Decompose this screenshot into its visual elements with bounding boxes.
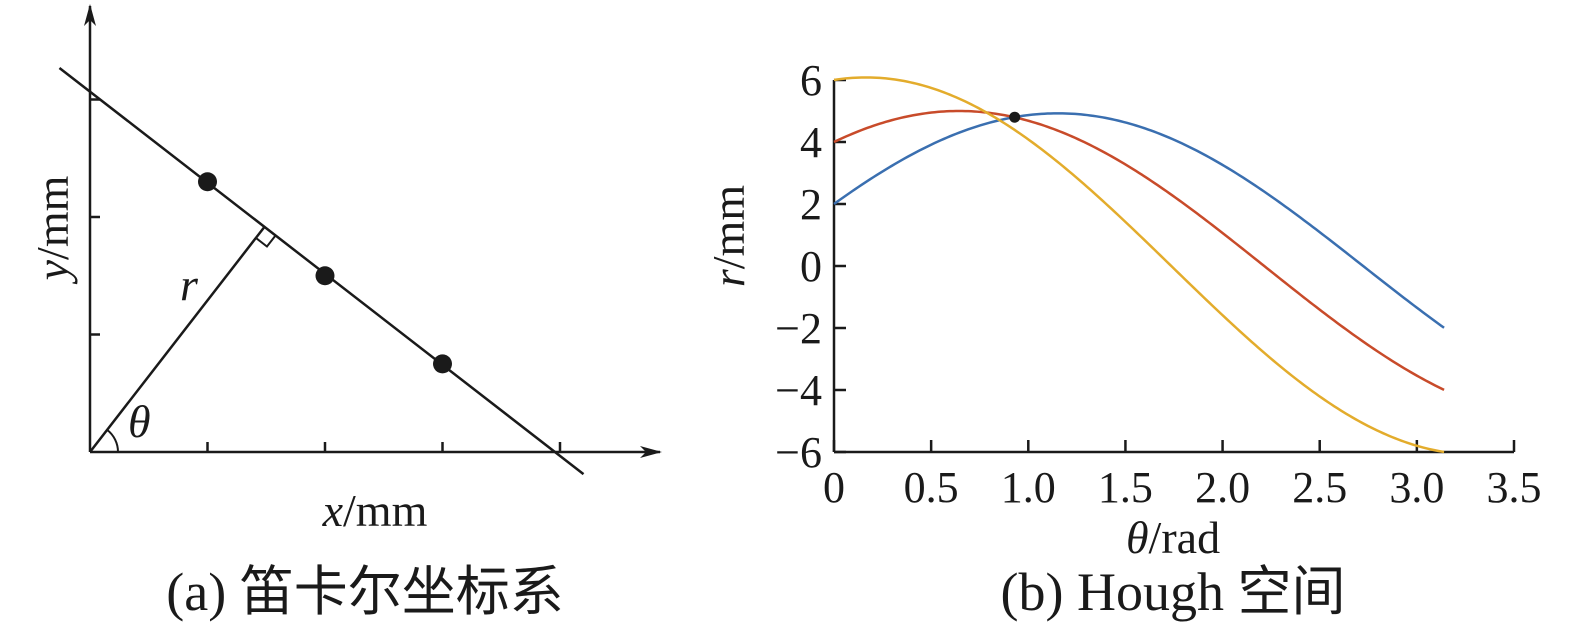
b-x-tick-label-2: 1.0 [1001,463,1056,512]
b-y-tick-label-1: −4 [775,366,822,415]
b-x-tick-label-3: 1.5 [1098,463,1153,512]
b-x-tick-label-5: 2.5 [1292,463,1347,512]
hough-xlabel: θ/rad [1126,512,1220,563]
panel-a-ylabel-var: y [27,259,78,284]
hough-ylabel-unit: /mm [703,185,754,270]
theta-angle-arc [106,429,119,453]
hough-y-ticks: −6 −4 −2 0 2 4 6 [775,56,846,477]
b-y-tick-label-4: 2 [800,180,822,229]
b-x-tick-label-6: 3.0 [1389,463,1444,512]
hough-xlabel-var: θ [1126,512,1149,563]
series-line-1 [833,109,1445,391]
hough-series [833,76,1445,454]
right-angle-marker [255,234,277,248]
theta-label: θ [128,396,151,447]
b-x-tick-label-4: 2.0 [1195,463,1250,512]
series-line-2 [833,76,1445,454]
b-y-tick-label-5: 4 [800,118,822,167]
a-point-0 [198,172,217,192]
a-point-1 [315,266,335,286]
normal-segment-r [89,226,266,453]
a-point-2 [433,354,452,374]
b-y-tick-label-6: 6 [800,56,822,105]
b-x-tick-label-7: 3.5 [1487,463,1542,512]
panel-a-ylabel-unit: /mm [27,175,78,260]
panel-a-xlabel-var: x [322,485,344,536]
hough-xlabel-unit: /rad [1149,512,1221,563]
panel-a-points [198,172,452,374]
b-y-tick-label-0: −6 [775,428,822,477]
hough-ylabel: r/mm [703,185,754,287]
panel-a-cartesian: r θ x/mm y/mm (a) 笛卡尔坐标系 [27,4,662,622]
panel-a-xlabel-unit: /mm [343,485,428,536]
panel-a-caption: (a) 笛卡尔坐标系 [166,562,563,622]
panel-a-ylabel: y/mm [27,175,78,284]
b-y-tick-label-2: −2 [775,304,822,353]
intersection-point [1009,111,1021,123]
panel-a-xlabel: x/mm [322,485,428,536]
b-x-tick-label-0: 0 [823,463,845,512]
hough-ylabel-var: r [703,268,754,287]
b-y-tick-label-3: 0 [800,242,822,291]
panel-b-caption: (b) Hough 空间 [1001,562,1346,622]
r-label: r [180,259,199,310]
b-x-tick-label-1: 0.5 [904,463,959,512]
series-line-0 [833,112,1445,329]
hough-x-ticks: 0 0.5 1.0 1.5 2.0 2.5 3.0 3.5 [823,440,1542,512]
